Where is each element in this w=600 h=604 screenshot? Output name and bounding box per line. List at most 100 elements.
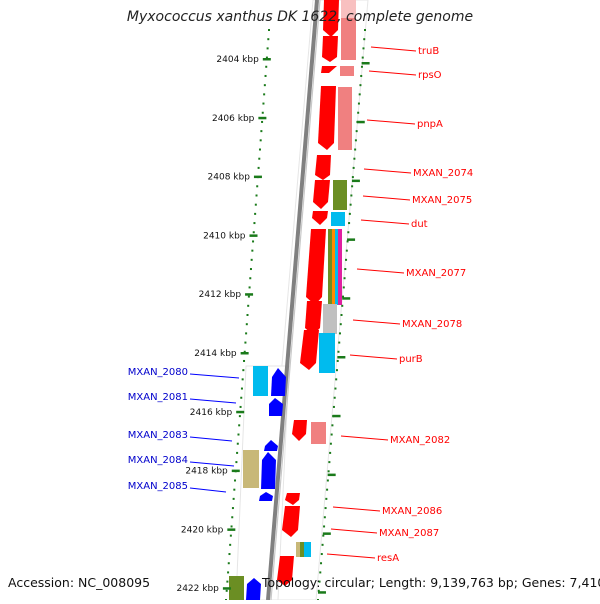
gene-MXAN_2083[interactable] [264,440,278,451]
gene-truB-band-pale [341,0,356,18]
ruler-dot [348,212,351,215]
gene-label-leader [340,435,389,441]
ruler-dot [355,130,358,133]
gene-MXAN_2085[interactable] [259,492,273,501]
gene-label-MXAN_2081[interactable]: MXAN_2081 [128,392,188,403]
ruler-dot [351,185,354,188]
gene-rpsO[interactable] [321,66,337,73]
gene-MXAN_2080[interactable] [271,368,286,396]
gene-MXAN_2077-band-4 [338,229,342,305]
ruler-dot [228,553,231,556]
ruler-dot [242,369,245,372]
gene-label-MXAN_2086[interactable]: MXAN_2086 [382,506,442,517]
gene-next-reverse[interactable] [246,578,261,600]
gene-label-MXAN_2077[interactable]: MXAN_2077 [406,268,466,279]
gene-dut[interactable] [312,211,328,225]
ruler-dot [238,424,241,427]
ruler-dot [338,341,341,344]
gene-label-MXAN_2083[interactable]: MXAN_2083 [128,430,188,441]
gene-label-MXAN_2078[interactable]: MXAN_2078 [402,319,462,330]
tick-mark [227,528,236,531]
ruler-dot [250,258,253,261]
gene-MXAN_2084[interactable] [261,452,276,489]
map-title: Myxococcus xanthus DK 1622, complete gen… [126,9,474,25]
tick-mark [262,58,271,61]
ruler-dot [245,323,248,326]
ruler-dot [344,268,347,271]
ruler-dot [243,359,246,362]
gene-purB[interactable] [300,330,319,370]
tick-mark [249,234,258,237]
gene-MXAN_2081[interactable] [269,398,283,416]
ruler-dot [360,65,363,68]
ruler-dot [249,268,252,271]
gene-next-forward[interactable] [277,556,294,586]
ruler-layer: 2404 kbp 2406 kbp 2408 kbp 2410 kbp 2412 kbp… [176,29,370,601]
ruler-dot [244,341,247,344]
gene-MXAN_2082[interactable] [292,420,307,441]
ruler-dot [229,534,232,537]
ruler-dot [256,185,259,188]
gene-label-leader [189,461,235,467]
gene-MXAN_2075[interactable] [313,180,330,209]
gene-label-rpsO[interactable]: rpsO [418,70,442,81]
gene-label-leader [352,319,401,325]
tick-mark-right [317,591,326,594]
ruler-dot [323,525,326,528]
forward-genes [277,0,356,586]
gene-MXAN_2074[interactable] [315,155,331,180]
ruler-dot [236,451,239,454]
gene-label-MXAN_2074[interactable]: MXAN_2074 [413,168,473,179]
backbone-line [266,0,319,601]
ruler-dot [322,534,325,537]
gene-pnpA-band [338,87,352,150]
gene-label-MXAN_2087[interactable]: MXAN_2087 [379,528,439,539]
gene-MXAN_2086[interactable] [285,493,300,505]
ruler-dot [349,203,352,206]
tick-mark-right [351,179,360,183]
gene-label-truB[interactable]: truB [418,46,439,57]
gene-label-dut[interactable]: dut [411,219,428,230]
ruler-dot [261,120,264,123]
accession-text: Accession: NC_008095 [8,575,151,590]
ruler-dot [238,415,241,418]
tick-label: 2410 kbp [203,231,246,241]
ruler-dot [254,203,257,206]
tick-label: 2422 kbp [176,584,219,594]
ruler-dot [339,323,342,326]
gene-label-MXAN_2075[interactable]: MXAN_2075 [412,195,472,206]
ruler-dot [345,258,348,261]
ruler-dot [254,212,257,215]
ruler-dot [347,231,350,234]
gene-truB[interactable] [323,0,339,37]
gene-truB-body[interactable] [322,36,338,62]
ruler-dot [343,277,346,280]
ruler-dot [253,222,256,225]
gene-MXAN_2077[interactable] [306,229,326,305]
ruler-dot [268,29,270,31]
ruler-dot [333,396,336,399]
tick-label: 2416 kbp [190,408,233,418]
ruler-dot [328,461,331,464]
gene-MXAN_2087[interactable] [282,506,300,537]
gene-label-purB[interactable]: purB [399,354,423,365]
gene-MXAN_2078[interactable] [305,301,322,335]
gene-resA[interactable] [296,542,300,557]
tick-mark-right [332,414,341,418]
gene-label-MXAN_2084[interactable]: MXAN_2084 [128,455,188,466]
gene-label-MXAN_2085[interactable]: MXAN_2085 [128,481,188,492]
gene-label-MXAN_2082[interactable]: MXAN_2082 [390,435,450,446]
gene-label-pnpA[interactable]: pnpA [417,119,443,130]
gene-label-MXAN_2080[interactable]: MXAN_2080 [128,367,188,378]
ruler-dot [260,130,263,133]
ruler-dot [266,47,269,50]
gene-label-resA[interactable]: resA [377,553,399,564]
reverse-genes [229,366,286,600]
ruler-dot [239,405,242,408]
ruler-dot [267,38,270,41]
ruler-dot [245,332,248,335]
gene-pnpA[interactable] [318,86,336,150]
ruler-dot [317,589,320,592]
ruler-dot [318,580,321,583]
